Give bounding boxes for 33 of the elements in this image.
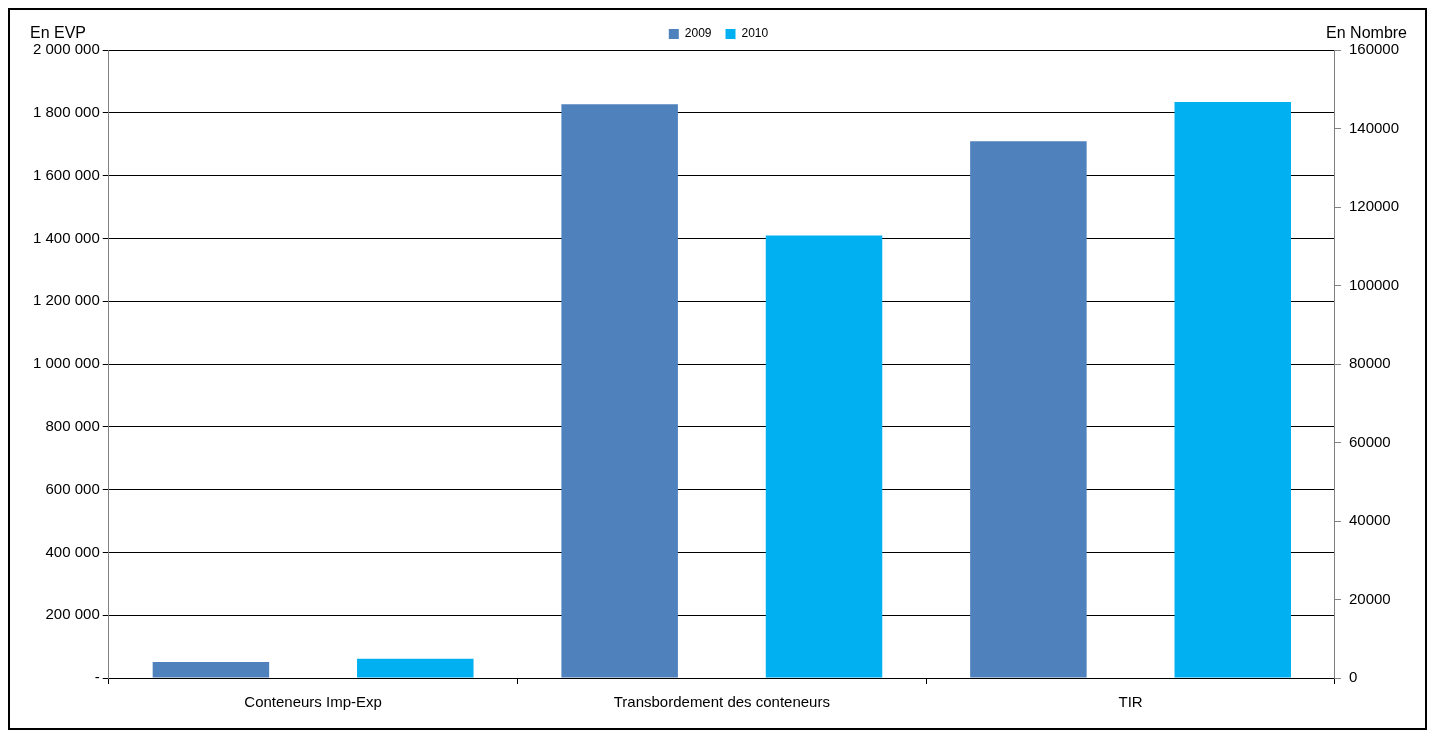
bar	[1174, 102, 1292, 678]
y-axis-title: En EVP	[30, 24, 87, 42]
y2-tick-label: 40000	[1348, 511, 1391, 529]
y2-tick-label: 160000	[1348, 40, 1400, 58]
y-tick-label: 2 000 000	[33, 40, 100, 58]
y-tick-label: 400 000	[45, 542, 100, 560]
legend-label: 2009	[684, 26, 712, 41]
bar	[357, 658, 474, 678]
y-tick-label: -	[94, 668, 100, 686]
y2-tick-label: 80000	[1348, 354, 1391, 372]
y-tick-label: 200 000	[45, 605, 100, 623]
bar	[970, 141, 1087, 678]
y2-tick-label: 140000	[1348, 118, 1400, 136]
y-tick-label: 1 400 000	[33, 228, 100, 246]
bar	[152, 661, 270, 678]
bar	[561, 104, 678, 678]
y2-tick-label: 60000	[1348, 432, 1391, 450]
x-tick-label: Conteneurs Imp-Exp	[244, 693, 382, 711]
y-tick-label: 600 000	[45, 479, 100, 497]
y2-tick-label: 120000	[1348, 197, 1400, 215]
y-tick-label: 1 600 000	[33, 165, 100, 183]
y-tick-label: 1 200 000	[33, 291, 100, 309]
x-tick-label: Transbordement des conteneurs	[613, 693, 830, 711]
y2-tick-label: 100000	[1348, 275, 1400, 293]
y-tick-label: 1 800 000	[33, 102, 100, 120]
y2-tick-label: 0	[1348, 668, 1358, 686]
y2-tick-label: 20000	[1348, 589, 1391, 607]
bar	[765, 235, 883, 678]
y-tick-label: 1 000 000	[33, 354, 100, 372]
y-tick-label: 800 000	[45, 416, 100, 434]
x-tick-label: TIR	[1118, 693, 1143, 711]
legend-label: 2010	[741, 26, 769, 41]
y2-axis-title: En Nombre	[1326, 24, 1408, 42]
